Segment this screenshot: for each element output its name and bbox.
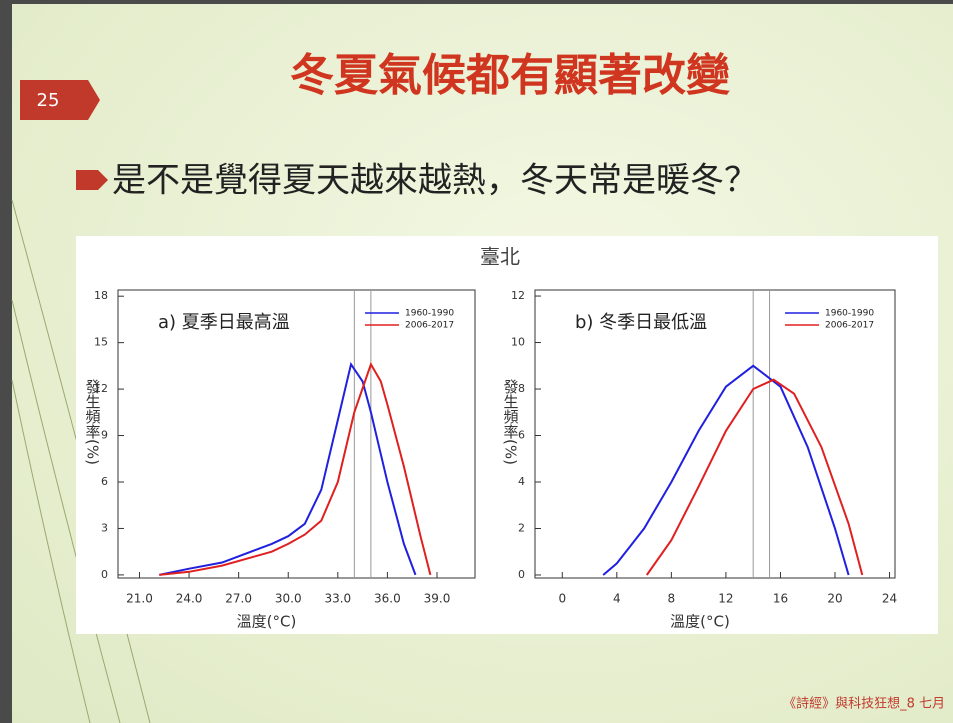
legend-label: 1960-1990 <box>405 309 454 319</box>
y-tick-label: 15 <box>94 336 108 349</box>
series-line <box>602 364 850 576</box>
chart-subtitle: b) 冬季日最低溫 <box>575 312 707 333</box>
legend-label: 1960-1990 <box>825 309 874 319</box>
footer: 《詩經》與科技狂想_8 七月 <box>783 696 945 712</box>
y-tick-label: 6 <box>101 475 108 488</box>
y-axis-label: 發生頻率(%) <box>502 379 520 465</box>
y-tick-label: 9 <box>101 429 108 442</box>
bullet-icon <box>76 170 108 190</box>
y-tick-label: 0 <box>518 568 525 581</box>
x-tick-label: 27.0 <box>225 592 252 606</box>
x-tick-label: 12 <box>718 592 733 606</box>
y-tick-label: 10 <box>511 336 525 349</box>
x-axis-label: 溫度(°C) <box>670 613 730 631</box>
plot-frame <box>534 289 896 579</box>
bullet-text: 是不是覺得夏天越來越熱，冬天常是暖冬？ <box>112 161 758 201</box>
page-badge <box>20 80 100 120</box>
y-tick-label: 3 <box>101 521 108 534</box>
y-tick-label: 8 <box>518 382 525 395</box>
x-tick-label: 8 <box>668 592 676 606</box>
x-tick-label: 39.0 <box>424 592 451 606</box>
y-tick-label: 0 <box>101 568 108 581</box>
series-line <box>159 361 432 576</box>
x-tick-label: 16 <box>773 592 788 606</box>
left-bar <box>0 0 12 723</box>
x-tick-label: 21.0 <box>126 592 153 606</box>
figure-title: 臺北 <box>480 245 520 269</box>
top-bar <box>0 0 953 4</box>
plot-frame <box>117 289 476 579</box>
legend-label: 2006-2017 <box>405 321 454 331</box>
chart-subtitle: a) 夏季日最高溫 <box>158 312 290 333</box>
charts: 0 3 6 9 12 15 18 21.0 24.0 27.0 30.0 33.0 36.0 39.0 19… <box>84 289 898 630</box>
page-number: 25 <box>37 90 60 111</box>
y-tick-label: 12 <box>94 382 108 395</box>
x-tick-label: 30.0 <box>275 592 302 606</box>
x-tick-label: 24.0 <box>176 592 203 606</box>
y-tick-label: 12 <box>511 289 525 302</box>
x-tick-label: 0 <box>558 592 566 606</box>
x-tick-label: 33.0 <box>324 592 351 606</box>
x-tick-label: 20 <box>827 592 842 606</box>
x-tick-label: 24 <box>882 592 897 606</box>
y-tick-label: 2 <box>518 521 525 534</box>
y-tick-label: 4 <box>518 475 525 488</box>
series-line <box>159 361 417 576</box>
x-tick-label: 4 <box>613 592 621 606</box>
y-tick-label: 18 <box>94 289 108 302</box>
x-tick-label: 36.0 <box>374 592 401 606</box>
y-axis-label: 發生頻率(%) <box>84 379 102 465</box>
series-line <box>645 378 864 576</box>
legend-label: 2006-2017 <box>825 321 874 331</box>
slide-title: 冬夏氣候都有顯著改變 <box>290 50 730 101</box>
x-axis-label: 溫度(°C) <box>237 613 297 631</box>
figure-bg <box>76 236 938 634</box>
y-tick-label: 6 <box>518 429 525 442</box>
